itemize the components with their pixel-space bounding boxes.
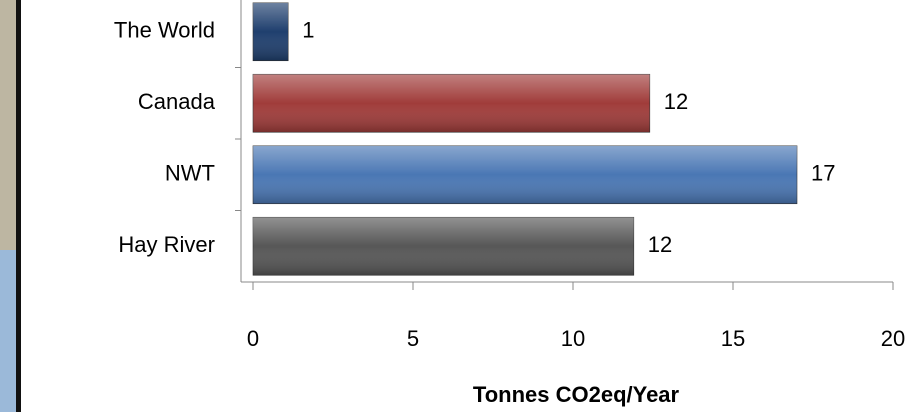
value-label: 12 — [648, 232, 672, 257]
side-border — [16, 0, 21, 412]
y-tick-label: Hay River — [118, 232, 215, 257]
y-tick-label: The World — [114, 18, 215, 43]
x-tick-label: 15 — [721, 326, 745, 351]
x-tick-label: 5 — [407, 326, 419, 351]
y-tick-label: Canada — [138, 89, 216, 114]
x-tick-label: 0 — [247, 326, 259, 351]
value-label: 1 — [302, 18, 314, 43]
bar-shine — [253, 2, 289, 61]
bar-shine — [253, 217, 634, 276]
y-tick-label: NWT — [165, 161, 215, 186]
bar-shine — [253, 74, 650, 133]
side-image-lower — [0, 250, 18, 412]
value-label: 12 — [664, 89, 688, 114]
x-tick-label: 20 — [881, 326, 905, 351]
x-tick-label: 10 — [561, 326, 585, 351]
x-axis-title: Tonnes CO2eq/Year — [473, 382, 680, 407]
bar-shine — [253, 145, 797, 204]
value-label: 17 — [811, 161, 835, 186]
